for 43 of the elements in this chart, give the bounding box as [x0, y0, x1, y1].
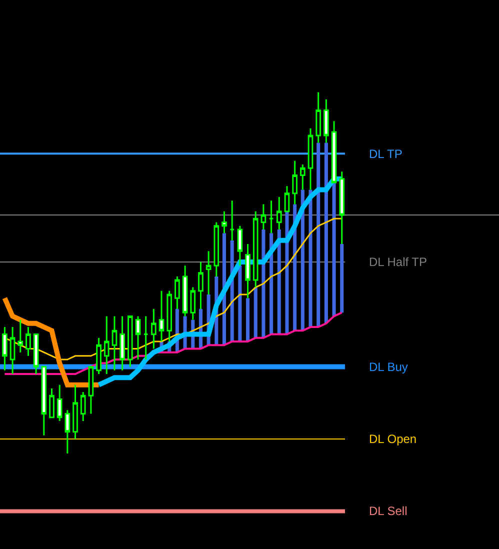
- candlestick: [64, 409, 70, 454]
- bar: [308, 190, 312, 328]
- candlestick: [127, 315, 133, 368]
- candlestick: [26, 326, 31, 357]
- candlestick: [49, 388, 54, 418]
- bar: [246, 298, 250, 342]
- candlestick: [18, 319, 24, 354]
- candlestick: [104, 315, 110, 375]
- candlestick: [88, 366, 94, 414]
- bar: [238, 266, 242, 342]
- candlestick: [96, 337, 102, 375]
- candlestick: [120, 315, 125, 372]
- ref-line-label: DL Sell: [369, 504, 408, 518]
- candlestick: [33, 334, 39, 375]
- candlestick: [316, 91, 322, 144]
- bar: [254, 287, 258, 338]
- bar: [285, 211, 289, 334]
- candlestick: [284, 185, 290, 212]
- bar: [262, 229, 266, 338]
- candlestick: [151, 308, 156, 350]
- candlestick: [10, 326, 16, 375]
- bar: [316, 142, 320, 328]
- ref-line-label: DL TP: [369, 147, 402, 161]
- candlestick: [80, 391, 86, 422]
- candlestick: [112, 315, 118, 372]
- bar: [277, 229, 281, 334]
- bar: [332, 182, 336, 316]
- candlestick: [135, 315, 141, 360]
- candlestick: [324, 98, 329, 144]
- candlestick: [143, 315, 149, 360]
- candlestick: [276, 196, 282, 230]
- candlestick: [72, 384, 78, 440]
- ref-line-label: DL Buy: [369, 360, 408, 374]
- candlestick: [260, 203, 266, 230]
- bar: [324, 142, 328, 324]
- candlestick: [41, 366, 47, 436]
- candlestick: [56, 384, 62, 422]
- candlestick: [300, 164, 306, 190]
- ref-line-label: DL Half TP: [369, 255, 428, 269]
- candlestick: [2, 326, 8, 372]
- bar: [340, 244, 344, 313]
- ref-line-label: DL Open: [369, 432, 417, 446]
- candlestick: [222, 210, 227, 234]
